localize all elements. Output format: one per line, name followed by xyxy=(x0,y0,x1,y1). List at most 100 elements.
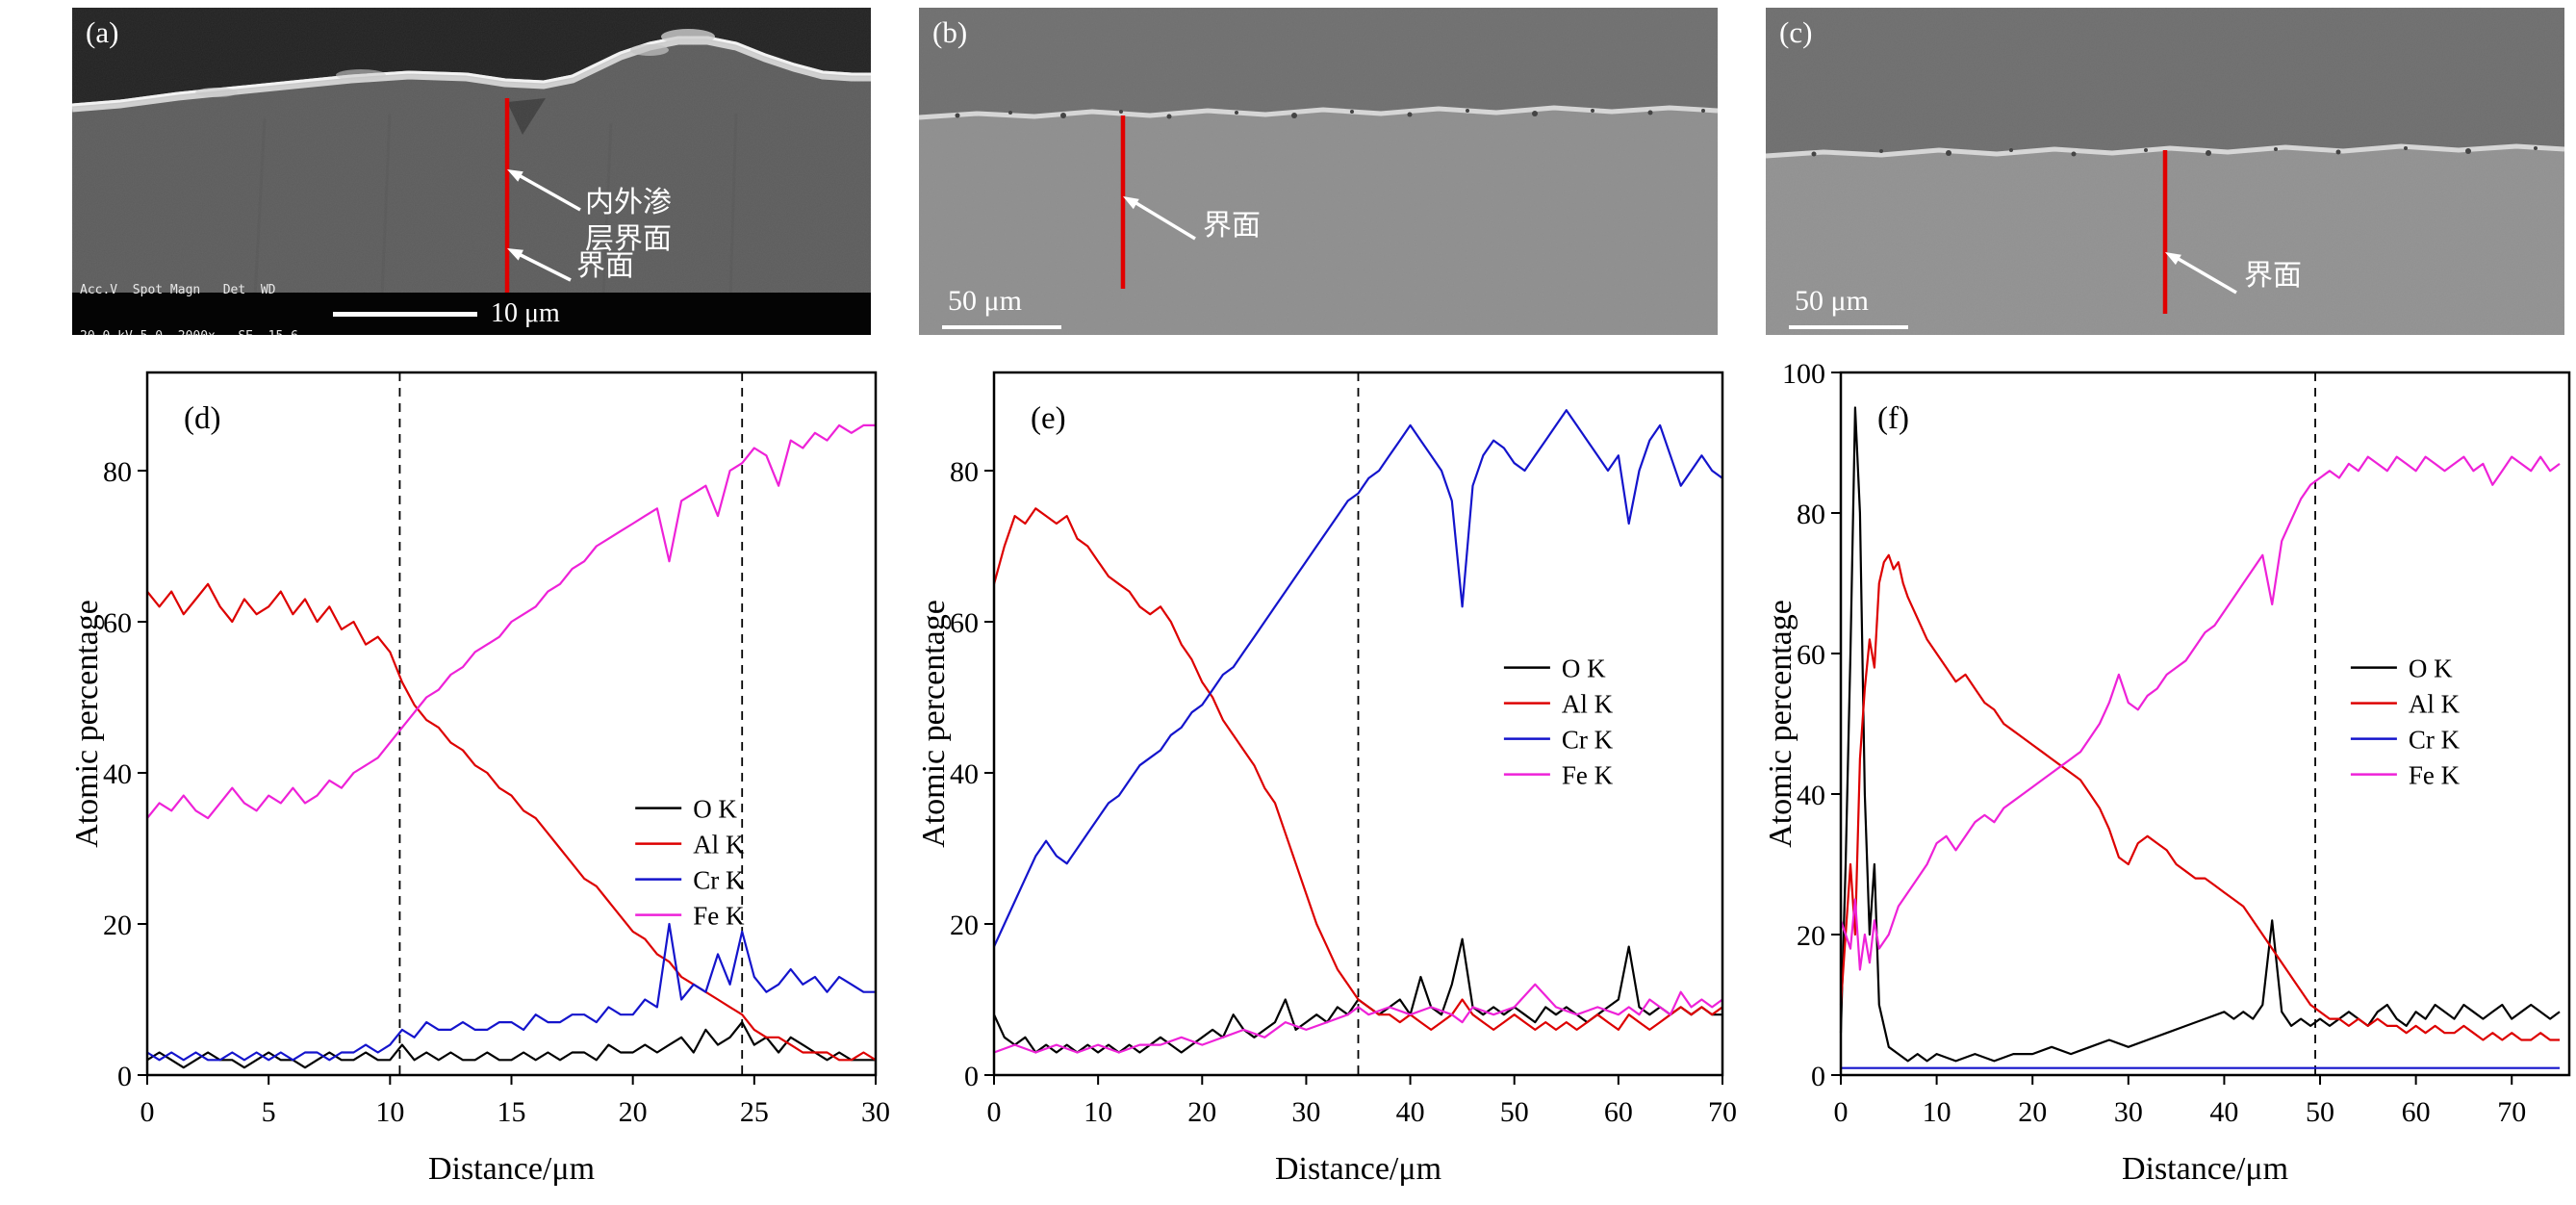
scale-bar-line-b xyxy=(942,325,1061,329)
y-tick-label: 40 xyxy=(103,758,132,790)
legend-label-al-k: Al K xyxy=(693,831,745,859)
annotation-line-1: 内外渗 xyxy=(585,187,672,218)
axes-frame xyxy=(1839,371,2571,1077)
scale-bar-line-a xyxy=(332,311,477,317)
sem-metadata-row2: 20.0 kV 5.0 2000x SE 15.6 xyxy=(80,329,298,335)
arrowhead-coating-interface xyxy=(507,169,523,182)
panel-label-c: (c) xyxy=(1779,15,1813,49)
chart-d-eds-profile: 0 5 10 15 20 25 30 0 20 40 60 80 Distance/μm Atomic p… xyxy=(72,358,900,1200)
x-axis-title: Distance/μm xyxy=(1275,1151,1441,1187)
series-al-k xyxy=(1839,553,2560,1041)
legend-label-o-k: O K xyxy=(693,795,737,824)
y-tick-label: 20 xyxy=(1797,920,1825,952)
x-tick-label: 0 xyxy=(1834,1096,1849,1128)
arrowhead-interface-a xyxy=(507,248,523,261)
x-tick-label: 0 xyxy=(987,1096,1002,1128)
legend-label-fe-k: Fe K xyxy=(2409,761,2461,790)
scale-bar-line-c xyxy=(1789,325,1908,329)
y-tick-label: 100 xyxy=(1782,358,1825,390)
x-tick-label: 30 xyxy=(861,1096,890,1128)
y-tick-label: 0 xyxy=(964,1061,979,1092)
y-tick-label: 60 xyxy=(1797,639,1825,671)
legend-label-o-k: O K xyxy=(1562,654,1606,683)
x-tick-label: 10 xyxy=(1084,1096,1112,1128)
legend-label-fe-k: Fe K xyxy=(693,902,745,931)
legend-label-cr-k: Cr K xyxy=(693,866,745,895)
scale-bar-c: 50 μm xyxy=(1789,285,1908,329)
y-axis-title: Atomic percentage xyxy=(72,600,105,848)
arrow-interface-b xyxy=(1134,200,1196,241)
x-tick-label: 30 xyxy=(1291,1096,1320,1128)
legend-label-fe-k: Fe K xyxy=(1562,761,1614,790)
scale-bar-label-c: 50 μm xyxy=(1795,285,1869,317)
y-tick-label: 0 xyxy=(117,1061,132,1092)
sem-micrograph-a: (a) 内外渗 层界面 界面 Acc.V Spot Magn Det WD 20… xyxy=(72,8,871,335)
annotation-coating-interface: 内外渗 层界面 xyxy=(585,185,672,258)
x-tick-label: 5 xyxy=(262,1096,276,1128)
y-tick-label: 80 xyxy=(103,456,132,488)
annotation-interface-b: 界面 xyxy=(1203,210,1261,242)
series-fe-k xyxy=(1839,455,2561,971)
series-al-k xyxy=(146,582,877,1062)
annotation-line-2: 层界面 xyxy=(585,223,672,255)
y-tick-label: 20 xyxy=(103,910,132,941)
panel-letter: (d) xyxy=(184,401,220,436)
panel-letter: (e) xyxy=(1031,401,1066,436)
x-axis-title: Distance/μm xyxy=(428,1151,595,1187)
y-tick-label: 40 xyxy=(950,758,979,790)
axes-frame xyxy=(145,371,878,1077)
annotation-interface-c: 界面 xyxy=(2244,260,2302,292)
series-o-k xyxy=(1839,406,2561,1063)
arrow-interface-c xyxy=(2176,256,2237,295)
y-tick-label: 40 xyxy=(1797,780,1825,811)
x-tick-label: 20 xyxy=(619,1096,648,1128)
series-cr-k xyxy=(992,409,1723,948)
series-fe-k xyxy=(993,983,1723,1054)
x-tick-label: 20 xyxy=(2018,1096,2047,1128)
arrow-coating-interface xyxy=(518,173,581,212)
x-tick-label: 10 xyxy=(1923,1096,1951,1128)
scale-bar-b: 50 μm xyxy=(942,285,1061,329)
series-cr-k xyxy=(146,922,876,1062)
y-tick-label: 80 xyxy=(950,456,979,488)
annotation-interface-a: 界面 xyxy=(576,250,634,282)
chart-f-eds-profile: 0 10 20 30 40 50 60 70 0 20 40 60 80 100 Distance/μm At… xyxy=(1766,358,2576,1200)
legend-label-o-k: O K xyxy=(2409,654,2453,683)
scale-bar-label-b: 50 μm xyxy=(948,285,1022,317)
sem-micrograph-b: (b) 界面 50 μm xyxy=(919,8,1718,335)
x-tick-label: 60 xyxy=(1604,1096,1633,1128)
y-tick-label: 60 xyxy=(103,607,132,639)
legend-label-al-k: Al K xyxy=(2409,690,2461,719)
x-tick-label: 10 xyxy=(375,1096,404,1128)
x-tick-label: 20 xyxy=(1187,1096,1216,1128)
x-tick-label: 70 xyxy=(2497,1096,2526,1128)
x-tick-label: 70 xyxy=(1708,1096,1737,1128)
sem-image-b xyxy=(919,8,1718,335)
sem-image-a xyxy=(72,8,871,335)
x-tick-label: 15 xyxy=(497,1096,526,1128)
series-o-k xyxy=(146,1020,876,1069)
sem-metadata: Acc.V Spot Magn Det WD 20.0 kV 5.0 2000x… xyxy=(80,252,298,335)
arrowhead-interface-c xyxy=(2165,252,2181,266)
y-tick-label: 60 xyxy=(950,607,979,639)
panel-letter: (f) xyxy=(1877,401,1909,436)
chart-e-eds-profile: 0 10 20 30 40 50 60 70 0 20 40 60 80 Distance/μm Atomi… xyxy=(919,358,1747,1200)
series-fe-k xyxy=(146,423,876,820)
legend-label-cr-k: Cr K xyxy=(1562,726,1614,755)
y-axis-title: Atomic percentage xyxy=(1766,600,1798,848)
sem-image-c xyxy=(1766,8,2564,335)
x-tick-label: 50 xyxy=(2306,1096,2334,1128)
arrow-interface-a xyxy=(518,252,572,282)
sem-micrograph-c: (c) 界面 50 μm xyxy=(1766,8,2564,335)
sem-info-bar: Acc.V Spot Magn Det WD 20.0 kV 5.0 2000x… xyxy=(72,283,871,335)
y-axis-title: Atomic percentage xyxy=(919,600,952,848)
x-tick-label: 50 xyxy=(1500,1096,1529,1128)
panel-label-b: (b) xyxy=(932,15,968,49)
axes-frame xyxy=(992,371,1724,1077)
y-tick-label: 0 xyxy=(1811,1061,1825,1092)
x-tick-label: 60 xyxy=(2402,1096,2431,1128)
sem-metadata-row1: Acc.V Spot Magn Det WD xyxy=(80,283,276,297)
x-axis-title: Distance/μm xyxy=(2122,1151,2288,1187)
x-tick-label: 40 xyxy=(1396,1096,1425,1128)
